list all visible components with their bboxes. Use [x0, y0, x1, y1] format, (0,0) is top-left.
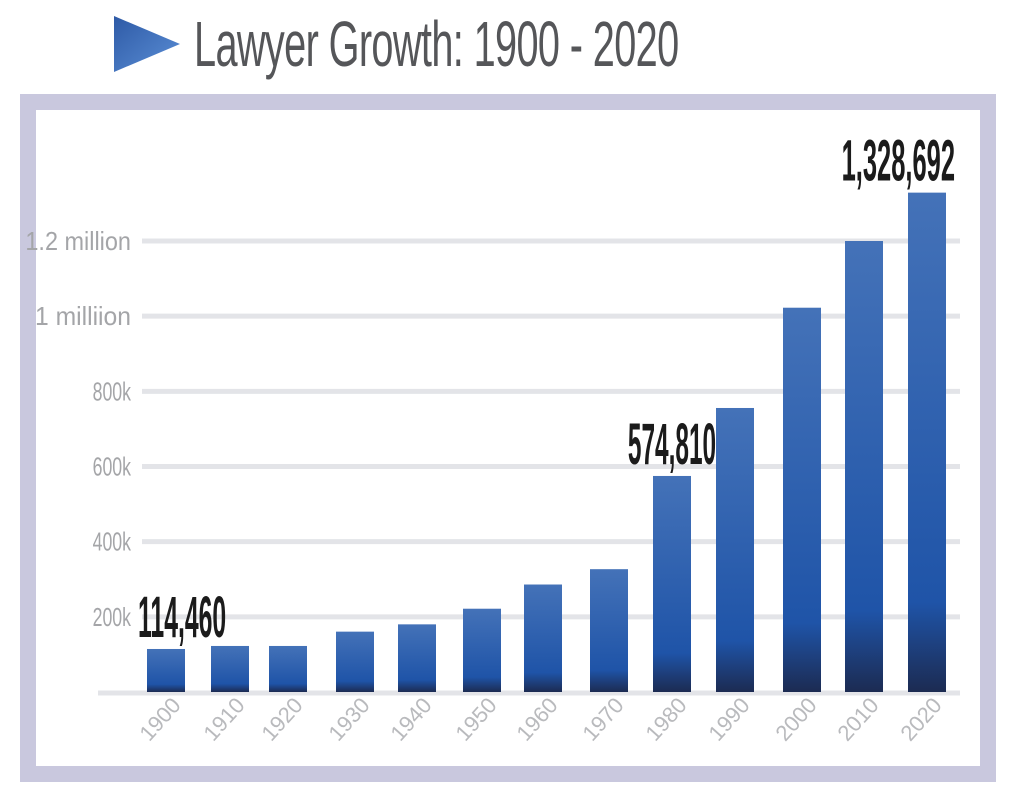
x-tick-label: 1940: [385, 693, 436, 746]
x-tick-label: 1900: [134, 693, 185, 746]
x-tick-label: 1930: [323, 693, 374, 746]
x-tick-label: 1980: [640, 693, 691, 746]
bar-1930: [336, 631, 374, 692]
x-tick-label: 2020: [895, 693, 946, 746]
bar-1910: [211, 645, 249, 692]
y-tick-label: 400k: [93, 527, 132, 557]
x-tick-label: 1950: [450, 693, 501, 746]
x-tick-label: 2000: [770, 693, 821, 746]
data-label-1980: 574,810: [628, 412, 716, 477]
bar-2010: [845, 241, 883, 692]
bar-1920: [269, 645, 307, 692]
y-tick-label: 1.2 million: [25, 226, 131, 256]
x-tick-label: 1970: [577, 693, 628, 746]
bar-1960: [524, 584, 562, 692]
data-label-1900: 114,460: [138, 585, 226, 650]
y-tick-label: 600k: [93, 452, 132, 482]
bar-2020: [908, 192, 946, 693]
x-tick-label: 2010: [832, 693, 883, 746]
bar-1990: [716, 407, 754, 692]
bar-2000: [783, 307, 821, 692]
chart-title-block: Lawyer Growth: 1900 - 2020: [112, 6, 976, 82]
y-tick-label: 1 milliion: [35, 301, 131, 331]
y-tick-label: 800k: [93, 376, 132, 406]
x-tick-label: 1920: [256, 693, 307, 746]
chart-panel: [36, 110, 980, 766]
bar-1970: [590, 569, 628, 692]
bar-1900: [147, 648, 185, 692]
chart-title: Lawyer Growth: 1900 - 2020: [194, 8, 679, 80]
y-tick-label: 200k: [93, 602, 132, 632]
bar-1980: [653, 475, 691, 692]
x-tick-label: 1910: [198, 693, 249, 746]
bar-1950: [463, 608, 501, 692]
x-tick-label: 1990: [703, 693, 754, 746]
play-arrow-icon: [114, 16, 180, 72]
data-label-2020: 1,328,692: [842, 129, 955, 194]
bar-1940: [398, 624, 436, 692]
x-tick-label: 1960: [511, 693, 562, 746]
